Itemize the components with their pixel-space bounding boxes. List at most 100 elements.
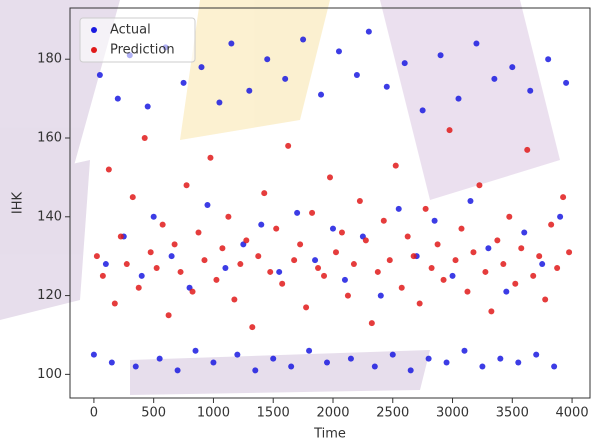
point bbox=[482, 268, 489, 275]
point bbox=[365, 28, 372, 35]
point bbox=[392, 162, 399, 169]
point bbox=[132, 363, 139, 370]
point bbox=[222, 265, 229, 271]
point bbox=[201, 257, 208, 264]
point bbox=[416, 300, 423, 307]
y-tick-label: 140 bbox=[37, 209, 62, 224]
point bbox=[500, 261, 507, 268]
point bbox=[509, 64, 516, 71]
point bbox=[398, 284, 405, 291]
point bbox=[276, 268, 283, 275]
point bbox=[156, 355, 163, 362]
point bbox=[356, 198, 363, 205]
point bbox=[431, 217, 438, 224]
point bbox=[521, 229, 528, 236]
point bbox=[141, 135, 148, 141]
point bbox=[324, 359, 331, 366]
point bbox=[491, 75, 498, 82]
point bbox=[503, 288, 510, 295]
point bbox=[261, 190, 268, 197]
point bbox=[533, 351, 540, 358]
point bbox=[168, 253, 175, 260]
legend-box bbox=[79, 17, 196, 63]
x-tick-label: 1500 bbox=[257, 406, 290, 421]
point bbox=[210, 359, 217, 366]
point bbox=[117, 233, 124, 240]
point bbox=[306, 347, 313, 354]
point bbox=[180, 79, 187, 86]
point bbox=[347, 355, 354, 362]
point bbox=[410, 253, 417, 260]
point bbox=[219, 245, 226, 252]
point bbox=[494, 237, 501, 244]
point bbox=[273, 225, 280, 232]
point bbox=[440, 276, 447, 283]
point bbox=[443, 359, 450, 366]
legend-label: Actual bbox=[110, 23, 151, 38]
point bbox=[297, 241, 304, 248]
point bbox=[446, 127, 453, 134]
point bbox=[114, 95, 121, 102]
x-tick-label: 1000 bbox=[197, 406, 230, 421]
point bbox=[557, 213, 564, 220]
point bbox=[288, 363, 295, 370]
point bbox=[368, 320, 375, 327]
point bbox=[189, 288, 196, 295]
point bbox=[207, 154, 214, 161]
point bbox=[395, 205, 402, 212]
point bbox=[111, 300, 118, 307]
y-tick-label: 100 bbox=[37, 367, 62, 382]
y-tick-label: 160 bbox=[37, 131, 62, 146]
plot-area bbox=[90, 28, 573, 374]
point bbox=[407, 367, 414, 374]
x-tick-label: 2000 bbox=[316, 406, 349, 421]
point bbox=[282, 75, 289, 82]
point bbox=[371, 363, 378, 370]
point bbox=[560, 194, 567, 201]
point bbox=[458, 225, 465, 232]
point bbox=[350, 261, 357, 268]
point bbox=[138, 272, 145, 279]
point bbox=[338, 229, 345, 236]
point bbox=[105, 166, 112, 173]
x-tick-label: 3500 bbox=[496, 406, 529, 421]
point bbox=[518, 245, 525, 252]
point bbox=[383, 83, 390, 90]
point bbox=[497, 355, 504, 362]
legend-label: Prediction bbox=[110, 43, 175, 58]
point bbox=[344, 292, 351, 299]
point bbox=[183, 182, 190, 189]
point bbox=[329, 225, 336, 232]
point bbox=[285, 142, 292, 149]
point bbox=[129, 194, 136, 201]
x-tick-label: 0 bbox=[90, 406, 98, 421]
point bbox=[270, 355, 277, 362]
point bbox=[377, 292, 384, 299]
point bbox=[234, 351, 241, 358]
point bbox=[449, 272, 456, 279]
point bbox=[536, 253, 543, 260]
point bbox=[318, 91, 325, 98]
point bbox=[374, 268, 381, 275]
point bbox=[341, 276, 348, 283]
point bbox=[539, 261, 546, 268]
point bbox=[524, 146, 531, 153]
point bbox=[380, 217, 387, 224]
point bbox=[213, 276, 220, 283]
x-tick-label: 2500 bbox=[376, 406, 409, 421]
point bbox=[401, 60, 408, 67]
point bbox=[309, 209, 316, 216]
point bbox=[467, 198, 474, 205]
point bbox=[464, 288, 471, 295]
point bbox=[279, 280, 286, 287]
point bbox=[485, 245, 492, 252]
point bbox=[335, 48, 342, 55]
point bbox=[327, 174, 333, 181]
point bbox=[294, 209, 301, 216]
point bbox=[386, 257, 393, 264]
point bbox=[174, 367, 181, 374]
legend-marker bbox=[91, 27, 97, 33]
x-axis-label: Time bbox=[313, 427, 346, 442]
point bbox=[515, 359, 522, 366]
point bbox=[177, 268, 184, 275]
